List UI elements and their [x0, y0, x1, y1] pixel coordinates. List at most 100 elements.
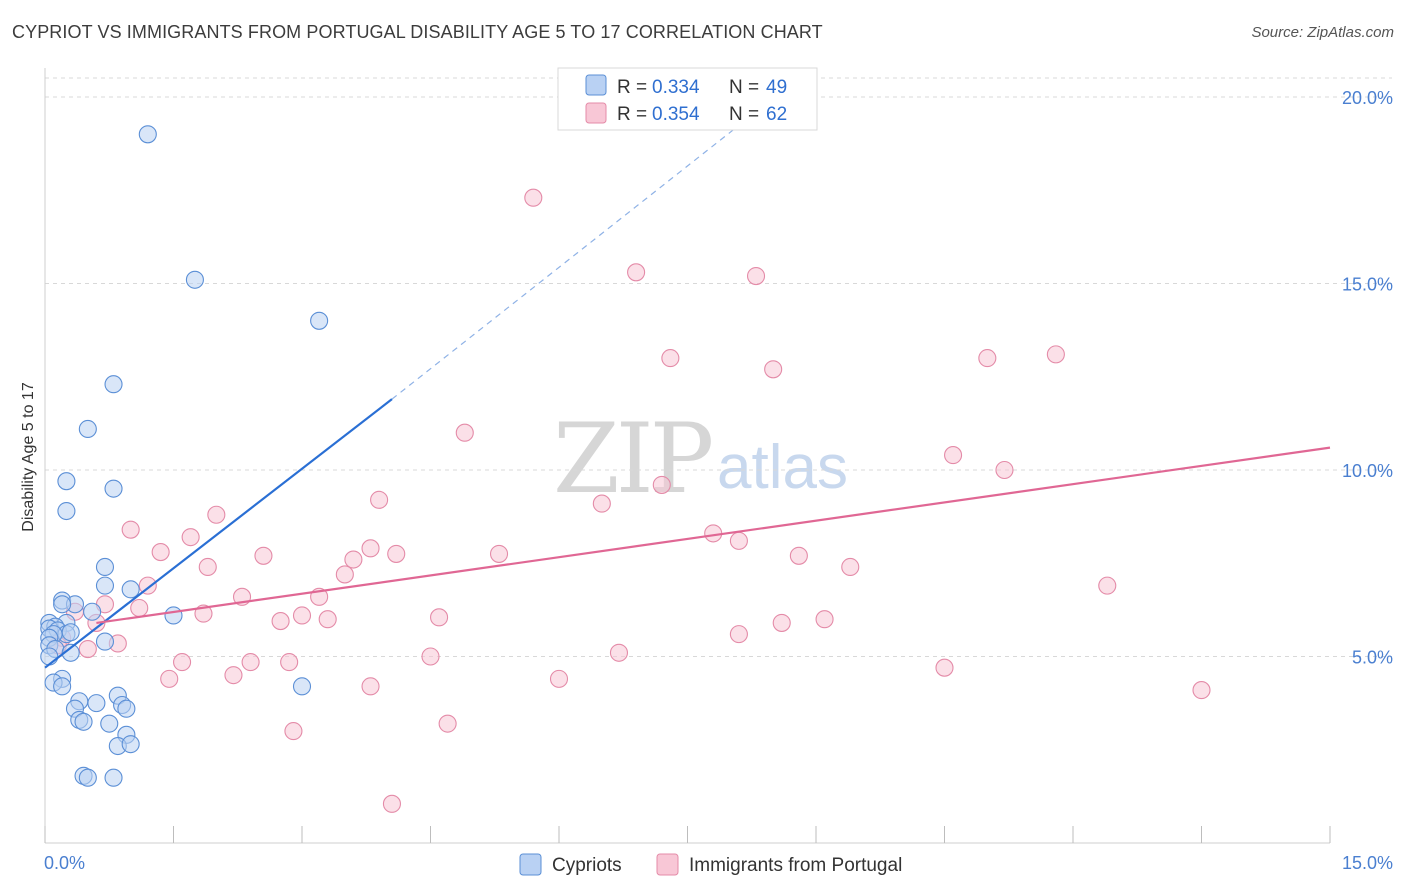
cypriot-trend-line: [44, 398, 393, 669]
portugal-point: [421, 647, 440, 666]
portugal-point: [430, 608, 449, 627]
cypriot-point: [164, 606, 183, 625]
legend-r-label-2: R =: [617, 104, 652, 125]
portugal-point: [841, 557, 860, 577]
series-immigrants-from-portugal-points: [48, 188, 1211, 813]
portugal-point: [1098, 576, 1117, 595]
portugal-point: [438, 714, 457, 733]
x-tick-label-max: 15.0%: [1342, 853, 1393, 873]
portugal-point: [1192, 681, 1211, 700]
portugal-point: [370, 490, 389, 509]
portugal-point: [284, 722, 303, 741]
bottom-legend-label-portugal: Immigrants from Portugal: [689, 855, 902, 876]
bottom-legend-swatch-portugal: [656, 853, 679, 876]
x-ticks: [44, 826, 1331, 843]
portugal-point: [361, 539, 380, 558]
portugal-point: [1046, 345, 1065, 364]
cypriot-point: [310, 311, 329, 330]
portugal-point: [181, 528, 200, 547]
portugal-point: [241, 653, 260, 672]
portugal-point: [746, 266, 766, 286]
cypriot-point: [57, 472, 76, 491]
cypriot-point: [61, 623, 80, 642]
cypriot-point: [57, 501, 76, 521]
portugal-point: [361, 677, 380, 696]
legend-n-label-1: N =: [729, 77, 764, 98]
portugal-point: [789, 546, 808, 565]
cypriot-point: [53, 595, 72, 614]
portugal-point: [729, 625, 748, 644]
portugal-point: [935, 658, 954, 677]
portugal-point: [815, 610, 834, 629]
cypriot-point: [100, 714, 119, 733]
grid-lines: [45, 77, 1392, 657]
portugal-point: [764, 360, 783, 379]
bottom-legend-label-cypriots: Cypriots: [552, 855, 622, 876]
portugal-point: [173, 653, 192, 672]
portugal-point: [489, 544, 509, 563]
cypriot-point: [87, 694, 106, 713]
portugal-point: [382, 794, 402, 813]
cypriot-point: [83, 602, 102, 621]
portugal-point: [729, 531, 748, 550]
cypriot-point: [292, 677, 312, 696]
y-tick-labels: 5.0% 10.0% 15.0% 20.0%: [1342, 88, 1393, 668]
portugal-point: [344, 550, 363, 569]
portugal-point: [198, 557, 217, 577]
portugal-point: [524, 188, 543, 207]
cypriot-point: [104, 375, 123, 394]
cypriot-point: [121, 580, 140, 599]
y-tick-label: 10.0%: [1342, 461, 1393, 481]
portugal-trend-line: [96, 446, 1331, 625]
legend-swatch-portugal: [585, 102, 607, 124]
portugal-point: [78, 639, 97, 659]
chart-title: CYPRIOT VS IMMIGRANTS FROM PORTUGAL DISA…: [12, 22, 823, 42]
portugal-point: [609, 643, 629, 662]
legend-n-value-1: 49: [766, 77, 787, 98]
portugal-point: [995, 460, 1014, 480]
portugal-point: [151, 543, 170, 562]
portugal-point: [772, 613, 791, 632]
portugal-point: [160, 669, 179, 688]
y-tick-label: 5.0%: [1352, 648, 1393, 668]
legend-r-value-2: 0.354: [652, 104, 700, 125]
portugal-point: [652, 475, 671, 494]
cypriot-point: [95, 557, 115, 577]
portugal-point: [335, 565, 354, 584]
watermark-atlas: atlas: [717, 433, 848, 502]
portugal-point: [138, 576, 157, 595]
portugal-point: [224, 666, 243, 685]
legend-box: R = 0.334 N = 49 R = 0.354 N = 62: [557, 67, 818, 131]
portugal-point: [318, 610, 337, 629]
cypriot-point: [78, 768, 97, 787]
cypriot-point: [95, 576, 115, 595]
portugal-point: [627, 263, 646, 282]
portugal-point: [121, 520, 140, 539]
cypriot-point: [104, 479, 123, 498]
series-cypriots-points: [40, 125, 329, 787]
watermark: ZIP atlas: [553, 403, 848, 515]
portugal-point: [292, 606, 312, 625]
portugal-point: [455, 423, 474, 442]
bottom-legend: Cypriots Immigrants from Portugal: [519, 853, 902, 876]
cypriot-point: [121, 735, 140, 754]
portugal-point: [549, 669, 569, 688]
watermark-zip: ZIP: [553, 403, 712, 515]
y-axis-label: Disability Age 5 to 17: [20, 382, 37, 532]
legend-n-value-2: 62: [766, 104, 787, 125]
trend-lines: [44, 111, 1331, 669]
y-tick-label: 15.0%: [1342, 275, 1393, 295]
legend-n-label-2: N =: [729, 104, 764, 125]
portugal-point: [207, 505, 226, 524]
cypriot-point: [95, 632, 115, 651]
bottom-legend-swatch-cypriots: [519, 853, 542, 876]
cypriot-point: [61, 643, 80, 662]
legend-r-value-1: 0.334: [652, 77, 700, 98]
y-tick-label: 20.0%: [1342, 88, 1393, 108]
portugal-point: [944, 446, 963, 465]
portugal-point: [280, 653, 299, 672]
x-tick-label-min: 0.0%: [44, 853, 85, 873]
legend-swatch-cypriots: [585, 74, 607, 96]
portugal-point: [592, 494, 611, 513]
